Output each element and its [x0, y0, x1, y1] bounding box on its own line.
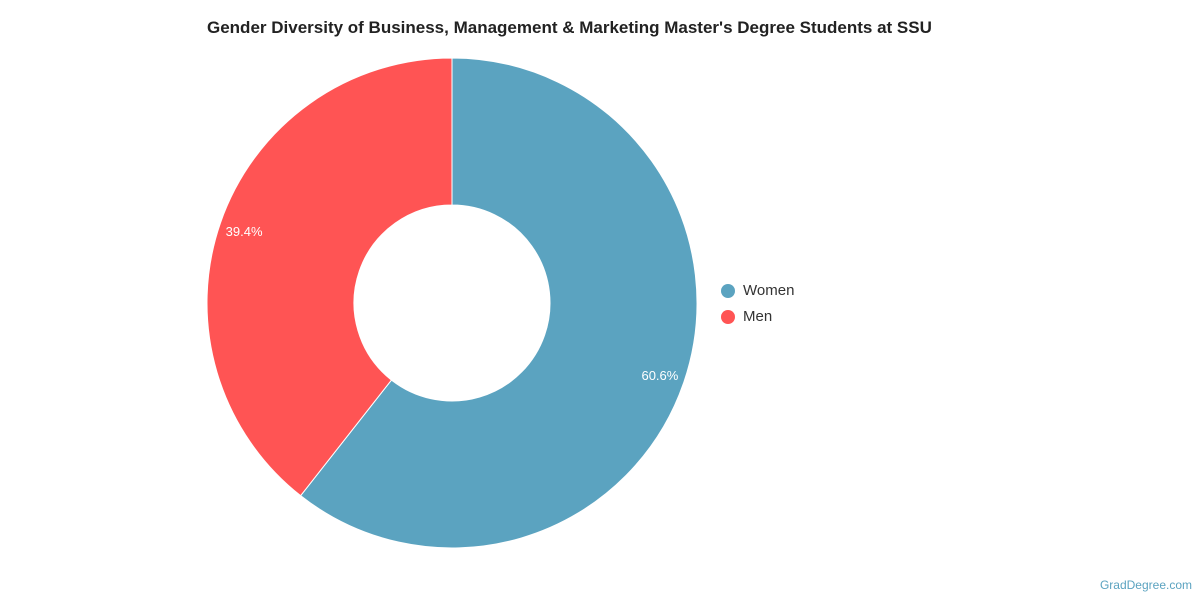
credit-link[interactable]: GradDegree.com — [1099, 578, 1192, 592]
data-label: 60.6% — [641, 368, 678, 383]
legend-item-women[interactable]: Women — [721, 282, 794, 299]
chart-title: Gender Diversity of Business, Management… — [207, 18, 932, 37]
legend-item-men[interactable]: Men — [721, 308, 772, 325]
legend-label: Women — [743, 282, 795, 299]
legend-swatch — [721, 309, 735, 324]
legend-label: Men — [743, 308, 773, 325]
data-label: 39.4% — [226, 224, 263, 239]
legend-swatch — [721, 283, 735, 298]
slice-men[interactable] — [206, 57, 453, 497]
slice-women[interactable] — [299, 57, 698, 549]
